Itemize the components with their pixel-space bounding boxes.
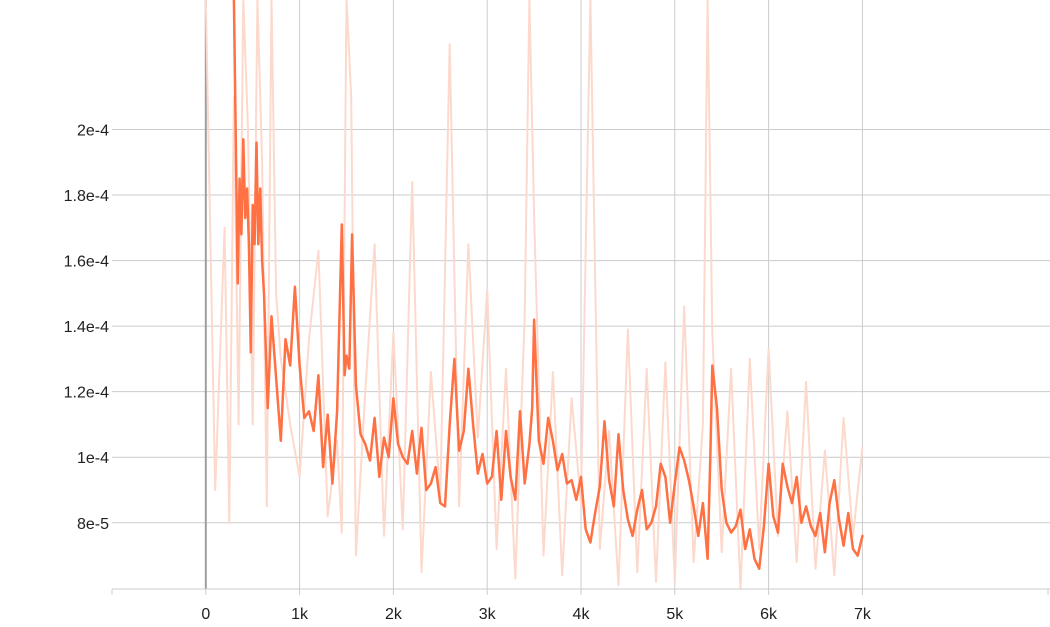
x-tick-label: 1k [291,606,309,623]
x-tick-label: 3k [479,606,497,623]
y-tick-label: 1.2e-4 [64,385,109,402]
raw-series-line [204,0,864,590]
plot-area [204,0,864,590]
y-tick-label: 1.4e-4 [64,319,109,336]
smoothed-series-line [232,0,864,570]
y-tick-label: 8e-5 [77,516,109,533]
x-tick-label: 5k [666,606,684,623]
x-axis [111,588,1050,595]
y-tick-label: 2e-4 [77,122,109,139]
x-tick-label: 2k [385,606,403,623]
y-tick-label: 1.8e-4 [64,188,109,205]
x-tick-label: 6k [760,606,778,623]
x-tick-label: 4k [573,606,591,623]
x-tick-label: 0 [201,606,210,623]
y-tick-label: 1.6e-4 [64,254,109,271]
x-tick-label: 7k [854,606,872,623]
y-tick-label: 1e-4 [77,450,109,467]
tick-labels: 8e-5 1e-4 1.2e-4 1.4e-4 1.6e-4 1.8e-4 2e-4 0 1k 2… [64,122,872,623]
